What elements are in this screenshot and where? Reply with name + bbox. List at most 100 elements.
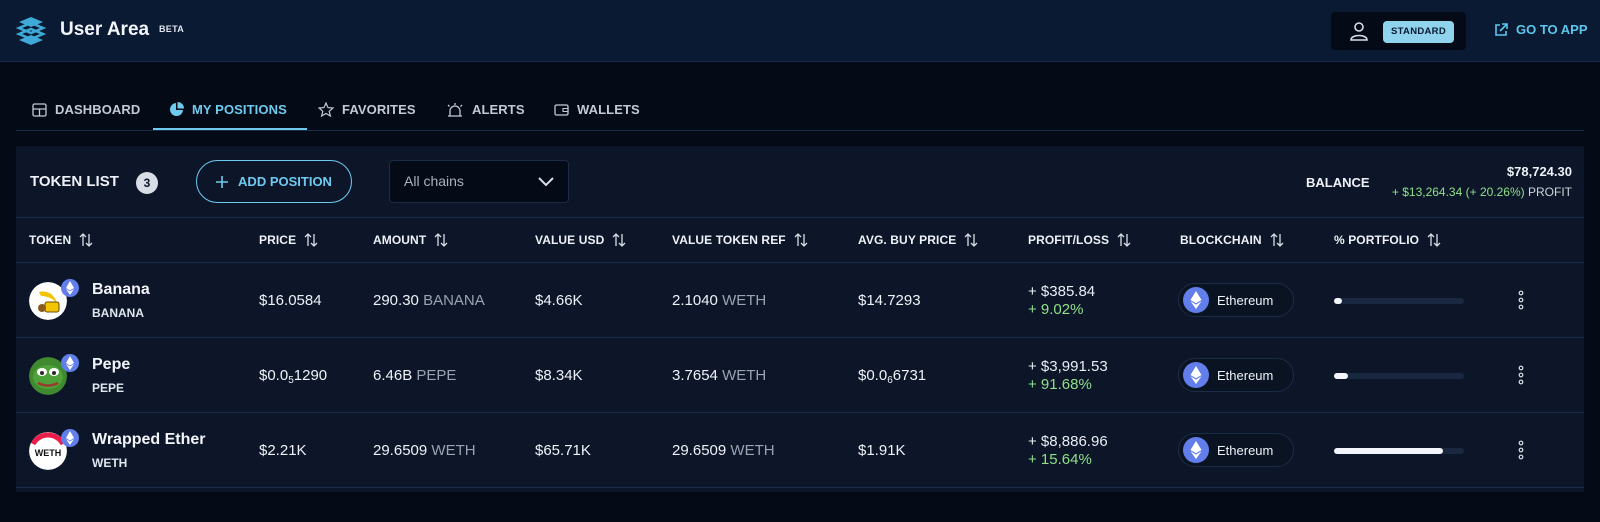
column-price-label: PRICE bbox=[259, 233, 297, 247]
svg-text:WETH: WETH bbox=[35, 448, 62, 458]
go-to-app-label: GO TO APP bbox=[1516, 22, 1588, 37]
table-header: TOKEN PRICE AMOUNT VALUE USD VALUE TOKEN… bbox=[16, 218, 1584, 263]
tab-wallets[interactable]: WALLETS bbox=[554, 88, 640, 131]
tab-my-positions[interactable]: MY POSITIONS bbox=[169, 88, 287, 131]
token-count-badge: 3 bbox=[136, 172, 158, 194]
column-portfolio[interactable]: % PORTFOLIO bbox=[1334, 233, 1441, 247]
profit-usd: + $8,886.96 bbox=[1028, 433, 1108, 450]
blockchain-pill: Ethereum bbox=[1178, 358, 1294, 392]
token-amount: 29.6509 WETH bbox=[373, 442, 476, 459]
account-menu[interactable]: STANDARD bbox=[1331, 12, 1466, 50]
column-amount-label: AMOUNT bbox=[373, 233, 427, 247]
sort-icon[interactable] bbox=[1270, 233, 1284, 247]
profit-usd: + $385.84 bbox=[1028, 283, 1096, 300]
token-value-usd: $4.66K bbox=[535, 292, 583, 309]
more-options-icon[interactable] bbox=[1514, 439, 1528, 461]
column-token-label: TOKEN bbox=[29, 233, 72, 247]
ethereum-icon bbox=[1183, 362, 1209, 388]
ethereum-chain-icon bbox=[61, 354, 79, 372]
logo-icon[interactable] bbox=[16, 16, 46, 46]
token-profit-loss: + $8,886.96 + 15.64% bbox=[1028, 433, 1108, 469]
portfolio-bar-fill bbox=[1334, 448, 1443, 454]
column-avg-buy-price[interactable]: AVG. BUY PRICE bbox=[858, 233, 978, 247]
add-position-button[interactable]: ADD POSITION bbox=[196, 160, 352, 203]
sort-icon[interactable] bbox=[434, 233, 448, 247]
column-value-token-ref[interactable]: VALUE TOKEN REF bbox=[672, 233, 808, 247]
token-value-ref: 29.6509 WETH bbox=[672, 442, 775, 459]
tab-my-positions-label: MY POSITIONS bbox=[192, 102, 287, 117]
profit-pct: + 9.02% bbox=[1028, 301, 1084, 318]
active-tab-indicator bbox=[153, 128, 307, 130]
column-blockchain[interactable]: BLOCKCHAIN bbox=[1180, 233, 1284, 247]
positions-panel: TOKEN LIST 3 ADD POSITION All chains BAL… bbox=[16, 146, 1584, 492]
token-profit-loss: + $385.84 + 9.02% bbox=[1028, 283, 1095, 319]
token-name[interactable]: Pepe bbox=[92, 356, 131, 373]
app-title: User Area bbox=[60, 19, 150, 40]
token-symbol: BANANA bbox=[92, 306, 144, 320]
pie-chart-icon bbox=[170, 102, 184, 116]
tab-wallets-label: WALLETS bbox=[577, 102, 640, 117]
pepe-token-logo bbox=[29, 357, 67, 395]
balance-profit: + $13,264.34 (+ 20.26%) PROFIT bbox=[1392, 185, 1572, 199]
token-price: $16.0584 bbox=[259, 292, 322, 309]
column-blockchain-label: BLOCKCHAIN bbox=[1180, 233, 1262, 247]
plus-icon bbox=[216, 175, 229, 188]
token-value-ref: 3.7654 WETH bbox=[672, 367, 767, 384]
sort-icon[interactable] bbox=[304, 233, 318, 247]
profit-pct: + 15.64% bbox=[1028, 451, 1092, 468]
top-header: User Area BETA STANDARD GO TO APP bbox=[0, 0, 1600, 62]
ethereum-chain-icon bbox=[61, 429, 79, 447]
token-list-title: TOKEN LIST bbox=[30, 173, 119, 190]
tab-alerts[interactable]: ALERTS bbox=[446, 88, 525, 131]
column-amount[interactable]: AMOUNT bbox=[373, 233, 448, 247]
chain-filter-select[interactable]: All chains bbox=[389, 160, 569, 203]
profit-pct: + 91.68% bbox=[1028, 376, 1092, 393]
portfolio-bar bbox=[1334, 373, 1464, 379]
token-avg-buy-price: $1.91K bbox=[858, 442, 906, 459]
token-name[interactable]: Wrapped Ether bbox=[92, 431, 206, 448]
chain-filter-value: All chains bbox=[404, 173, 464, 189]
external-link-icon bbox=[1495, 22, 1508, 36]
portfolio-bar bbox=[1334, 448, 1464, 454]
token-name[interactable]: Banana bbox=[92, 281, 150, 298]
more-options-icon[interactable] bbox=[1514, 289, 1528, 311]
alarm-icon bbox=[447, 102, 463, 117]
sort-icon[interactable] bbox=[794, 233, 808, 247]
column-price[interactable]: PRICE bbox=[259, 233, 318, 247]
tab-dashboard[interactable]: DASHBOARD bbox=[32, 88, 140, 131]
table-row[interactable]: Banana BANANA $16.0584 290.30 BANANA $4.… bbox=[16, 263, 1584, 338]
sort-icon[interactable] bbox=[612, 233, 626, 247]
table-row[interactable]: Pepe PEPE $0.051290 6.46B PEPE $8.34K 3.… bbox=[16, 338, 1584, 413]
column-value-token-ref-label: VALUE TOKEN REF bbox=[672, 233, 786, 247]
column-token[interactable]: TOKEN bbox=[29, 233, 93, 247]
sort-icon[interactable] bbox=[1427, 233, 1441, 247]
blockchain-pill: Ethereum bbox=[1178, 433, 1294, 467]
tab-favorites[interactable]: FAVORITES bbox=[318, 88, 416, 131]
column-profit-loss[interactable]: PROFIT/LOSS bbox=[1028, 233, 1131, 247]
sort-icon[interactable] bbox=[79, 233, 93, 247]
token-price: $0.051290 bbox=[259, 367, 328, 386]
plan-badge: STANDARD bbox=[1383, 21, 1454, 43]
tab-favorites-label: FAVORITES bbox=[342, 102, 416, 117]
table-row[interactable]: WETH Wrapped Ether WETH $2.21K 29.6509 W… bbox=[16, 413, 1584, 488]
tab-dashboard-label: DASHBOARD bbox=[55, 102, 141, 117]
column-value-usd[interactable]: VALUE USD bbox=[535, 233, 626, 247]
star-icon bbox=[318, 102, 334, 117]
weth-token-logo: WETH bbox=[29, 432, 67, 470]
go-to-app-link[interactable]: GO TO APP bbox=[1494, 22, 1588, 37]
portfolio-bar-fill bbox=[1334, 373, 1348, 379]
tab-bar: DASHBOARD MY POSITIONS FAVORITES ALERTS … bbox=[16, 88, 1584, 131]
blockchain-label: Ethereum bbox=[1217, 442, 1274, 458]
sort-icon[interactable] bbox=[964, 233, 978, 247]
token-list-toolbar: TOKEN LIST 3 ADD POSITION All chains BAL… bbox=[16, 146, 1584, 218]
column-portfolio-label: % PORTFOLIO bbox=[1334, 233, 1420, 247]
wallet-icon bbox=[554, 103, 569, 116]
more-options-icon[interactable] bbox=[1514, 364, 1528, 386]
banana-token-logo bbox=[29, 282, 67, 320]
token-amount: 6.46B PEPE bbox=[373, 367, 457, 384]
add-position-label: ADD POSITION bbox=[238, 174, 332, 189]
beta-badge: BETA bbox=[159, 24, 185, 34]
sort-icon[interactable] bbox=[1117, 233, 1131, 247]
token-value-ref: 2.1040 WETH bbox=[672, 292, 767, 309]
user-icon[interactable] bbox=[1349, 21, 1369, 41]
